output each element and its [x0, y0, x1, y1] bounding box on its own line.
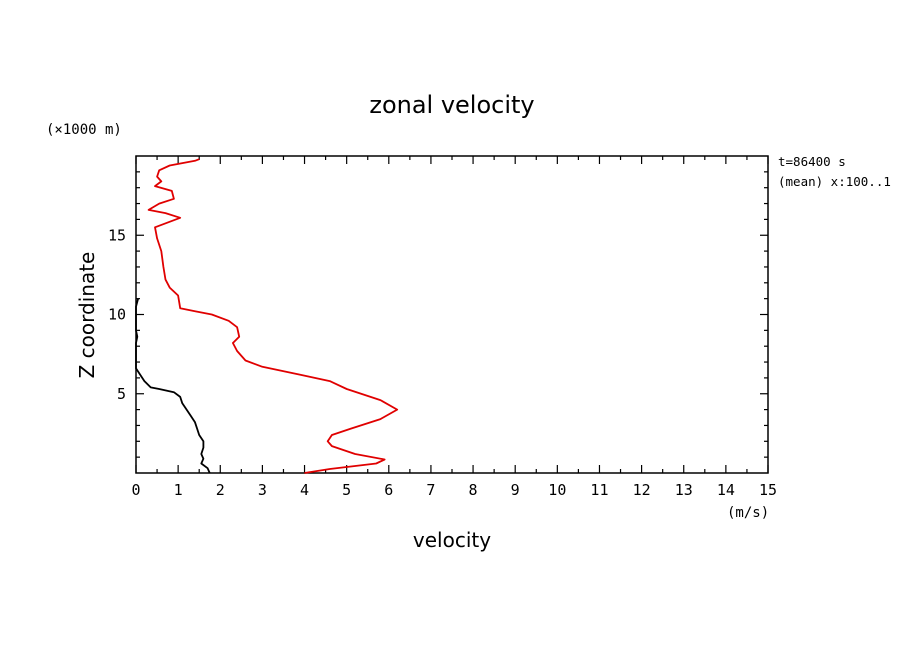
- x-tick-label: 9: [511, 481, 520, 499]
- x-tick-label: 15: [759, 481, 777, 499]
- x-tick-label: 0: [131, 481, 140, 499]
- x-tick-label: 11: [590, 481, 608, 499]
- series-line-2: [147, 158, 399, 474]
- x-axis: 0 1 2 3 4 5 6 7 8 9 10 11 12 13 14 15: [131, 156, 777, 499]
- time-annotation: t=86400 s: [778, 154, 846, 169]
- x-tick-label: 14: [717, 481, 735, 499]
- y-tick-label: 5: [117, 385, 126, 403]
- x-tick-label: 2: [216, 481, 225, 499]
- x-tick-label: 10: [548, 481, 566, 499]
- x-axis-unit: (m/s): [727, 505, 769, 521]
- series-lines: [135, 158, 399, 474]
- x-tick-label: 8: [469, 481, 478, 499]
- series-line-1: [135, 298, 211, 474]
- y-axis-unit: (×1000 m): [46, 122, 122, 138]
- mean-annotation: (mean) x:100..1: [778, 174, 891, 189]
- y-tick-label: 15: [108, 226, 126, 244]
- plot-frame: [135, 155, 769, 474]
- x-tick-label: 3: [258, 481, 267, 499]
- y-axis-label: Z coordinate: [75, 252, 99, 379]
- y-tick-label: 10: [108, 306, 126, 324]
- x-tick-label: 5: [342, 481, 351, 499]
- y-axis: 5 10 15: [108, 171, 768, 458]
- x-tick-label: 4: [300, 481, 309, 499]
- chart-title: zonal velocity: [369, 91, 534, 119]
- x-tick-label: 13: [675, 481, 693, 499]
- x-tick-label: 12: [633, 481, 651, 499]
- x-tick-label: 7: [426, 481, 435, 499]
- x-axis-label: velocity: [413, 528, 491, 552]
- x-tick-label: 1: [174, 481, 183, 499]
- x-tick-label: 6: [384, 481, 393, 499]
